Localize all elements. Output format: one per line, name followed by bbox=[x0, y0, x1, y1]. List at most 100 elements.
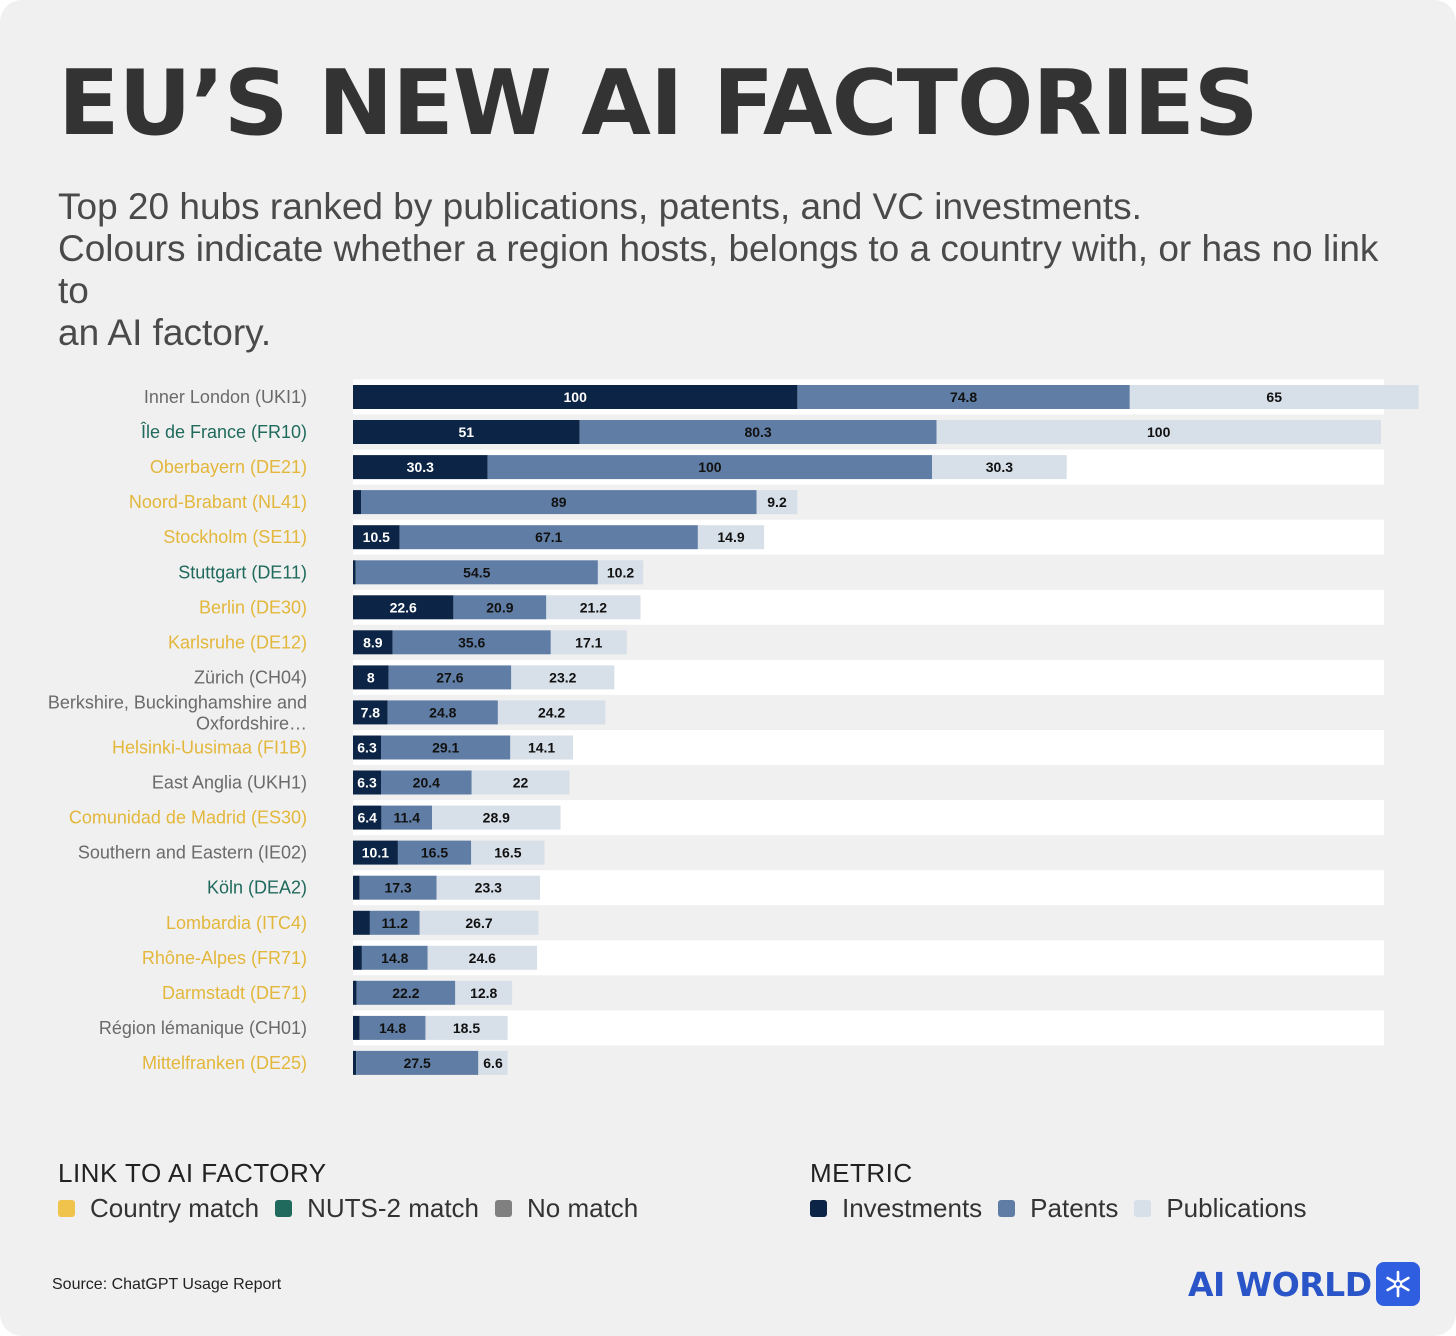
bar-segment-patents bbox=[381, 805, 433, 830]
legend-label: Patents bbox=[1030, 1193, 1119, 1223]
data-label: 8.9 bbox=[363, 634, 383, 650]
category-label: Mittelfranken (DE25) bbox=[142, 1053, 307, 1073]
category-label: Berkshire, Buckinghamshire and bbox=[48, 692, 307, 712]
legend-item-no-match: No match bbox=[495, 1193, 638, 1224]
category-label: Lombardia (ITC4) bbox=[166, 913, 307, 933]
legend-label: Publications bbox=[1166, 1193, 1307, 1223]
snowflake-icon bbox=[1375, 1262, 1420, 1306]
category-label: Inner London (UKI1) bbox=[144, 387, 307, 407]
data-label: 6.3 bbox=[357, 740, 377, 756]
bar-segment-patents bbox=[487, 455, 933, 480]
bar-segment-investments bbox=[353, 420, 580, 444]
data-label: 100 bbox=[1147, 424, 1171, 440]
bar-segment-patents bbox=[359, 875, 437, 900]
legend-item-publications: Publications bbox=[1134, 1193, 1307, 1224]
data-label: 20.4 bbox=[413, 775, 440, 791]
legend-item-patents: Patents bbox=[998, 1193, 1118, 1224]
subtitle-line: Top 20 hubs ranked by publications, pate… bbox=[58, 186, 1142, 227]
data-label: 16.5 bbox=[494, 845, 521, 861]
bar-segment-publications bbox=[497, 700, 606, 725]
bar-segment-investments bbox=[353, 595, 454, 620]
link-legend-title: LINK TO AI FACTORY bbox=[58, 1158, 327, 1188]
category-label: Helsinki-Uusimaa (FI1B) bbox=[112, 738, 307, 758]
row-band bbox=[353, 1010, 1384, 1046]
bar-segment-patents bbox=[359, 1015, 426, 1040]
data-label: 10.5 bbox=[363, 529, 390, 545]
bar-segment-publications bbox=[932, 455, 1067, 480]
bar-segment-investments bbox=[353, 490, 361, 515]
data-label: 23.2 bbox=[549, 669, 576, 685]
bar-segment-publications bbox=[546, 595, 641, 620]
data-label: 14.9 bbox=[717, 529, 744, 545]
data-label: 12.8 bbox=[470, 985, 497, 1001]
data-label: 22.2 bbox=[392, 985, 419, 1001]
category-label: Köln (DEA2) bbox=[207, 878, 307, 898]
bar-segment-publications bbox=[1129, 385, 1419, 409]
bar-segment-patents bbox=[453, 595, 547, 620]
bar-segment-publications bbox=[478, 1050, 508, 1075]
data-label: 67.1 bbox=[535, 529, 562, 545]
data-label: 100 bbox=[698, 459, 722, 475]
no-match-swatch bbox=[495, 1200, 512, 1217]
data-label: 28.9 bbox=[483, 810, 510, 826]
category-label: Noord-Brabant (NL41) bbox=[129, 492, 307, 512]
bar-segment-patents bbox=[397, 840, 472, 865]
bar-segment-investments bbox=[353, 385, 798, 409]
bar-segment-investments bbox=[353, 840, 398, 865]
data-label: 16.5 bbox=[421, 845, 448, 861]
data-label: 7.8 bbox=[361, 704, 381, 720]
bar-segment-publications bbox=[425, 1015, 508, 1040]
data-label: 10.1 bbox=[362, 845, 389, 861]
data-label: 11.2 bbox=[382, 915, 409, 931]
bar-segment-investments bbox=[353, 700, 388, 725]
data-label: 24.8 bbox=[429, 704, 456, 720]
bar-segment-investments bbox=[353, 560, 356, 585]
metric-legend-title: METRIC bbox=[810, 1158, 913, 1188]
brand-logo: AI WORLD bbox=[1188, 1262, 1420, 1306]
country-match-swatch bbox=[58, 1200, 75, 1217]
bar-segment-patents bbox=[356, 980, 456, 1005]
data-label: 51 bbox=[459, 424, 475, 440]
subtitle-line: an AI factory. bbox=[58, 312, 272, 353]
page-title: EU’S NEW AI FACTORIES bbox=[58, 51, 1259, 156]
investments-swatch bbox=[810, 1200, 827, 1217]
bar-segment-publications bbox=[471, 770, 570, 795]
data-label: 14.8 bbox=[381, 950, 408, 966]
category-label: Oxfordshire… bbox=[196, 713, 307, 733]
category-label: Stockholm (SE11) bbox=[163, 527, 307, 547]
bar-segment-publications bbox=[550, 630, 627, 655]
data-label: 27.6 bbox=[436, 669, 463, 685]
bar-segment-investments bbox=[353, 525, 400, 550]
data-label: 22 bbox=[513, 775, 529, 791]
bar-segment-patents bbox=[388, 665, 512, 690]
data-label: 10.2 bbox=[607, 564, 634, 580]
patents-swatch bbox=[998, 1200, 1016, 1217]
data-label: 11.4 bbox=[394, 810, 421, 826]
data-label: 24.6 bbox=[469, 950, 496, 966]
data-label: 17.1 bbox=[575, 634, 602, 650]
bar-segment-investments bbox=[353, 980, 357, 1005]
legend-label: NUTS-2 match bbox=[307, 1193, 479, 1223]
data-label: 74.8 bbox=[950, 389, 977, 405]
data-label: 27.5 bbox=[404, 1055, 431, 1071]
nuts2-match-swatch bbox=[275, 1200, 293, 1217]
category-label: Karlsruhe (DE12) bbox=[168, 632, 307, 652]
category-label: Île de France (FR10) bbox=[140, 422, 307, 442]
bar-segment-patents bbox=[361, 490, 757, 515]
legend-label: Country match bbox=[90, 1193, 260, 1223]
bar-segment-publications bbox=[432, 805, 561, 830]
publications-swatch bbox=[1134, 1200, 1152, 1217]
category-label: Darmstadt (DE71) bbox=[162, 983, 307, 1003]
data-label: 14.8 bbox=[379, 1020, 406, 1036]
source-note: Source: ChatGPT Usage Report bbox=[52, 1276, 282, 1293]
legend-label: Investments bbox=[842, 1193, 983, 1223]
bar-segment-investments bbox=[353, 1015, 360, 1040]
page-subtitle: Top 20 hubs ranked by publications, pate… bbox=[58, 186, 1398, 354]
data-label: 8 bbox=[367, 669, 375, 685]
data-label: 24.2 bbox=[538, 704, 565, 720]
data-label: 17.3 bbox=[384, 880, 411, 896]
bar-segment-investments bbox=[353, 945, 362, 970]
stacked-bar-chart: Inner London (UKI1) 100 74.8 65 Île de Franc… bbox=[48, 379, 1419, 1075]
category-label: East Anglia (UKH1) bbox=[152, 773, 307, 793]
